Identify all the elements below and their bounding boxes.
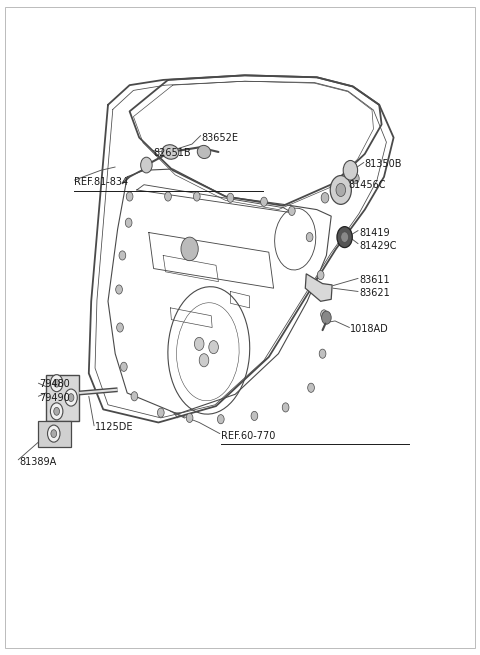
Circle shape [288, 206, 295, 215]
Circle shape [337, 227, 352, 248]
Circle shape [351, 173, 359, 184]
Circle shape [317, 271, 324, 280]
Circle shape [119, 251, 126, 260]
Circle shape [319, 349, 326, 358]
Text: 1125DE: 1125DE [95, 422, 133, 432]
Ellipse shape [162, 145, 179, 159]
Circle shape [308, 383, 314, 392]
Circle shape [282, 403, 289, 412]
Text: REF.81-834: REF.81-834 [74, 177, 129, 187]
Circle shape [181, 237, 198, 261]
Circle shape [165, 192, 171, 201]
Text: 83611: 83611 [359, 274, 390, 285]
Text: 83652E: 83652E [202, 132, 239, 143]
Circle shape [193, 192, 200, 201]
Circle shape [54, 407, 60, 415]
Circle shape [321, 310, 327, 319]
Circle shape [199, 354, 209, 367]
Circle shape [336, 183, 346, 196]
Text: 83621: 83621 [359, 288, 390, 298]
Circle shape [48, 425, 60, 442]
Circle shape [120, 362, 127, 371]
Circle shape [261, 197, 267, 206]
Text: 1018AD: 1018AD [350, 324, 389, 334]
Polygon shape [46, 375, 79, 421]
Text: 81350B: 81350B [365, 159, 402, 169]
Polygon shape [305, 274, 332, 301]
Circle shape [116, 285, 122, 294]
Circle shape [227, 193, 234, 202]
Circle shape [194, 337, 204, 350]
Circle shape [157, 408, 164, 417]
Circle shape [117, 323, 123, 332]
Circle shape [131, 392, 138, 401]
Circle shape [50, 375, 63, 392]
Circle shape [65, 389, 77, 406]
Circle shape [54, 379, 60, 387]
Circle shape [186, 413, 193, 422]
Circle shape [251, 411, 258, 421]
Circle shape [322, 311, 331, 324]
Circle shape [209, 341, 218, 354]
Polygon shape [38, 421, 71, 447]
Circle shape [141, 157, 152, 173]
Text: 81456C: 81456C [348, 179, 385, 190]
Text: 81429C: 81429C [359, 240, 396, 251]
Circle shape [330, 176, 351, 204]
Text: 82651B: 82651B [154, 147, 191, 158]
Text: REF.60-770: REF.60-770 [221, 430, 275, 441]
Text: 79490: 79490 [39, 392, 70, 403]
Text: 81419: 81419 [359, 227, 390, 238]
Circle shape [321, 193, 329, 203]
Circle shape [341, 232, 348, 242]
Circle shape [306, 233, 313, 242]
Text: 79480: 79480 [39, 379, 70, 390]
Circle shape [68, 394, 74, 402]
Circle shape [51, 430, 57, 438]
Ellipse shape [197, 145, 211, 159]
Circle shape [125, 218, 132, 227]
Circle shape [343, 160, 358, 180]
Circle shape [50, 403, 63, 420]
Circle shape [217, 415, 224, 424]
Circle shape [126, 192, 133, 201]
Text: 81389A: 81389A [19, 457, 57, 467]
